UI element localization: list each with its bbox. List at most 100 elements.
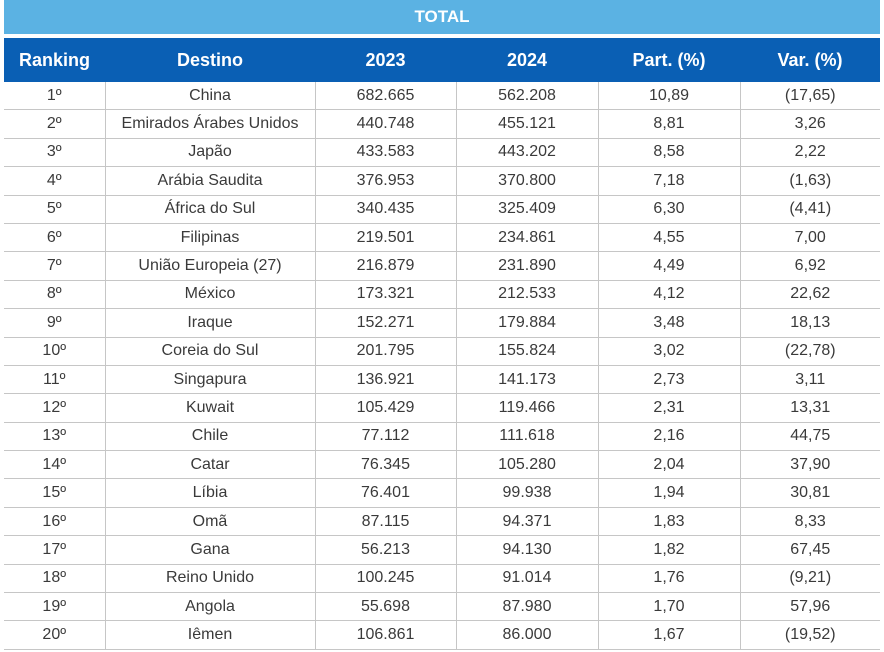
cell-part: 1,67 bbox=[598, 620, 741, 650]
cell-ranking: 13º bbox=[4, 422, 106, 452]
cell-2023: 152.271 bbox=[315, 308, 457, 338]
cell-2023: 56.213 bbox=[315, 535, 457, 565]
cell-destino: União Europeia (27) bbox=[105, 251, 316, 281]
cell-2023: 219.501 bbox=[315, 223, 457, 253]
cell-var: (19,52) bbox=[740, 620, 880, 650]
cell-2023: 682.665 bbox=[315, 82, 457, 111]
cell-ranking: 3º bbox=[4, 138, 106, 168]
cell-2024: 99.938 bbox=[456, 478, 599, 508]
cell-2023: 76.345 bbox=[315, 450, 457, 480]
cell-part: 2,16 bbox=[598, 422, 741, 452]
cell-ranking: 8º bbox=[4, 280, 106, 310]
cell-ranking: 7º bbox=[4, 251, 106, 281]
cell-destino: Japão bbox=[105, 138, 316, 168]
cell-destino: Omã bbox=[105, 507, 316, 537]
cell-2024: 234.861 bbox=[456, 223, 599, 253]
table-row: 19º Angola 55.698 87.980 1,70 57,96 bbox=[4, 592, 880, 622]
table-row: 11º Singapura 136.921 141.173 2,73 3,11 bbox=[4, 365, 880, 395]
cell-2023: 376.953 bbox=[315, 166, 457, 196]
cell-destino: Catar bbox=[105, 450, 316, 480]
cell-destino: Angola bbox=[105, 592, 316, 622]
cell-part: 10,89 bbox=[598, 82, 741, 111]
cell-2023: 105.429 bbox=[315, 393, 457, 423]
cell-destino: Líbia bbox=[105, 478, 316, 508]
cell-2023: 87.115 bbox=[315, 507, 457, 537]
cell-2023: 76.401 bbox=[315, 478, 457, 508]
cell-var: (22,78) bbox=[740, 337, 880, 366]
cell-2023: 173.321 bbox=[315, 280, 457, 310]
cell-2023: 340.435 bbox=[315, 195, 457, 224]
cell-2024: 455.121 bbox=[456, 109, 599, 139]
table-row: 7º União Europeia (27) 216.879 231.890 4,49 6… bbox=[4, 251, 880, 281]
table-row: 17º Gana 56.213 94.130 1,82 67,45 bbox=[4, 535, 880, 565]
table-row: 2º Emirados Árabes Unidos 440.748 455.121 8,… bbox=[4, 109, 880, 139]
cell-destino: Iraque bbox=[105, 308, 316, 338]
cell-var: 67,45 bbox=[740, 535, 880, 565]
cell-var: 22,62 bbox=[740, 280, 880, 310]
table-row: 12º Kuwait 105.429 119.466 2,31 13,31 bbox=[4, 393, 880, 423]
cell-part: 6,30 bbox=[598, 195, 741, 224]
cell-2024: 91.014 bbox=[456, 564, 599, 594]
cell-part: 4,12 bbox=[598, 280, 741, 310]
cell-var: 8,33 bbox=[740, 507, 880, 537]
cell-ranking: 12º bbox=[4, 393, 106, 423]
cell-part: 4,55 bbox=[598, 223, 741, 253]
cell-part: 3,48 bbox=[598, 308, 741, 338]
cell-2024: 94.130 bbox=[456, 535, 599, 565]
cell-2024: 155.824 bbox=[456, 337, 599, 366]
cell-var: (9,21) bbox=[740, 564, 880, 594]
table-row: 1º China 682.665 562.208 10,89 (17,65) bbox=[4, 82, 880, 111]
cell-destino: África do Sul bbox=[105, 195, 316, 224]
column-header-2024: 2024 bbox=[456, 38, 598, 82]
cell-2024: 231.890 bbox=[456, 251, 599, 281]
cell-ranking: 1º bbox=[4, 82, 106, 111]
cell-var: 6,92 bbox=[740, 251, 880, 281]
cell-2023: 136.921 bbox=[315, 365, 457, 395]
table-row: 3º Japão 433.583 443.202 8,58 2,22 bbox=[4, 138, 880, 168]
column-header-part: Part. (%) bbox=[598, 38, 740, 82]
cell-part: 1,83 bbox=[598, 507, 741, 537]
cell-ranking: 20º bbox=[4, 620, 106, 650]
cell-ranking: 4º bbox=[4, 166, 106, 196]
cell-part: 1,70 bbox=[598, 592, 741, 622]
cell-var: 44,75 bbox=[740, 422, 880, 452]
cell-2024: 87.980 bbox=[456, 592, 599, 622]
table-row: 16º Omã 87.115 94.371 1,83 8,33 bbox=[4, 507, 880, 537]
cell-destino: Iêmen bbox=[105, 620, 316, 650]
cell-part: 2,73 bbox=[598, 365, 741, 395]
cell-destino: Kuwait bbox=[105, 393, 316, 423]
table-row: 10º Coreia do Sul 201.795 155.824 3,02 (22,78… bbox=[4, 337, 880, 366]
cell-var: 7,00 bbox=[740, 223, 880, 253]
cell-2024: 111.618 bbox=[456, 422, 599, 452]
cell-2024: 443.202 bbox=[456, 138, 599, 168]
cell-destino: Gana bbox=[105, 535, 316, 565]
cell-ranking: 9º bbox=[4, 308, 106, 338]
cell-ranking: 5º bbox=[4, 195, 106, 224]
cell-2023: 77.112 bbox=[315, 422, 457, 452]
cell-destino: México bbox=[105, 280, 316, 310]
cell-2024: 179.884 bbox=[456, 308, 599, 338]
cell-destino: Chile bbox=[105, 422, 316, 452]
cell-ranking: 18º bbox=[4, 564, 106, 594]
cell-part: 8,58 bbox=[598, 138, 741, 168]
cell-var: 30,81 bbox=[740, 478, 880, 508]
cell-part: 3,02 bbox=[598, 337, 741, 366]
cell-2024: 86.000 bbox=[456, 620, 599, 650]
cell-part: 2,04 bbox=[598, 450, 741, 480]
table-row: 8º México 173.321 212.533 4,12 22,62 bbox=[4, 280, 880, 310]
cell-2023: 216.879 bbox=[315, 251, 457, 281]
table-body: 1º China 682.665 562.208 10,89 (17,65) 2º Emira… bbox=[4, 82, 880, 650]
cell-ranking: 16º bbox=[4, 507, 106, 537]
cell-var: 3,11 bbox=[740, 365, 880, 395]
cell-var: 3,26 bbox=[740, 109, 880, 139]
cell-var: 13,31 bbox=[740, 393, 880, 423]
cell-var: 57,96 bbox=[740, 592, 880, 622]
table-row: 18º Reino Unido 100.245 91.014 1,76 (9,21) bbox=[4, 564, 880, 594]
table-row: 20º Iêmen 106.861 86.000 1,67 (19,52) bbox=[4, 620, 880, 650]
cell-destino: China bbox=[105, 82, 316, 111]
cell-2024: 141.173 bbox=[456, 365, 599, 395]
table-row: 9º Iraque 152.271 179.884 3,48 18,13 bbox=[4, 308, 880, 338]
cell-var: 37,90 bbox=[740, 450, 880, 480]
cell-ranking: 2º bbox=[4, 109, 106, 139]
